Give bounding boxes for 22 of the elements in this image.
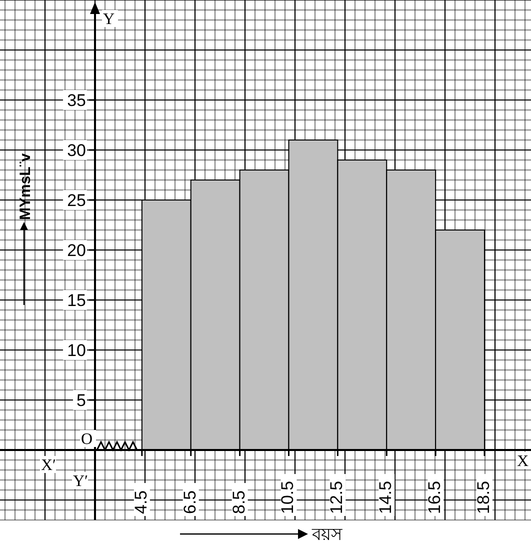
y-tick-label: 30 <box>67 141 86 160</box>
x-tick-label: 8.5 <box>229 490 248 514</box>
y-tick-label: 5 <box>76 391 86 410</box>
y-tick-label: 10 <box>67 341 86 360</box>
x-axis-title: বয়স <box>311 525 343 544</box>
x-tick-label: 4.5 <box>131 490 150 514</box>
y-tick-label: 20 <box>67 241 86 260</box>
y-tick-label: 15 <box>67 291 86 310</box>
x-tick-label: 18.5 <box>474 480 493 514</box>
annotation: O <box>81 431 93 448</box>
y-tick-label: 25 <box>67 191 86 210</box>
y-tick-label: 35 <box>67 91 86 110</box>
x-tick-label: 6.5 <box>180 490 200 514</box>
annotation: X′ <box>41 457 56 474</box>
x-tick-label: 14.5 <box>376 480 396 514</box>
annotation: Y <box>103 11 115 28</box>
x-tick-label: 12.5 <box>327 480 346 514</box>
annotation: Y′ <box>73 473 88 490</box>
x-tick-label: 10.5 <box>278 480 298 514</box>
x-tick-label: 16.5 <box>425 480 444 514</box>
annotation: X <box>517 453 529 470</box>
y-axis-title: MYmsL¨v <box>17 152 34 220</box>
